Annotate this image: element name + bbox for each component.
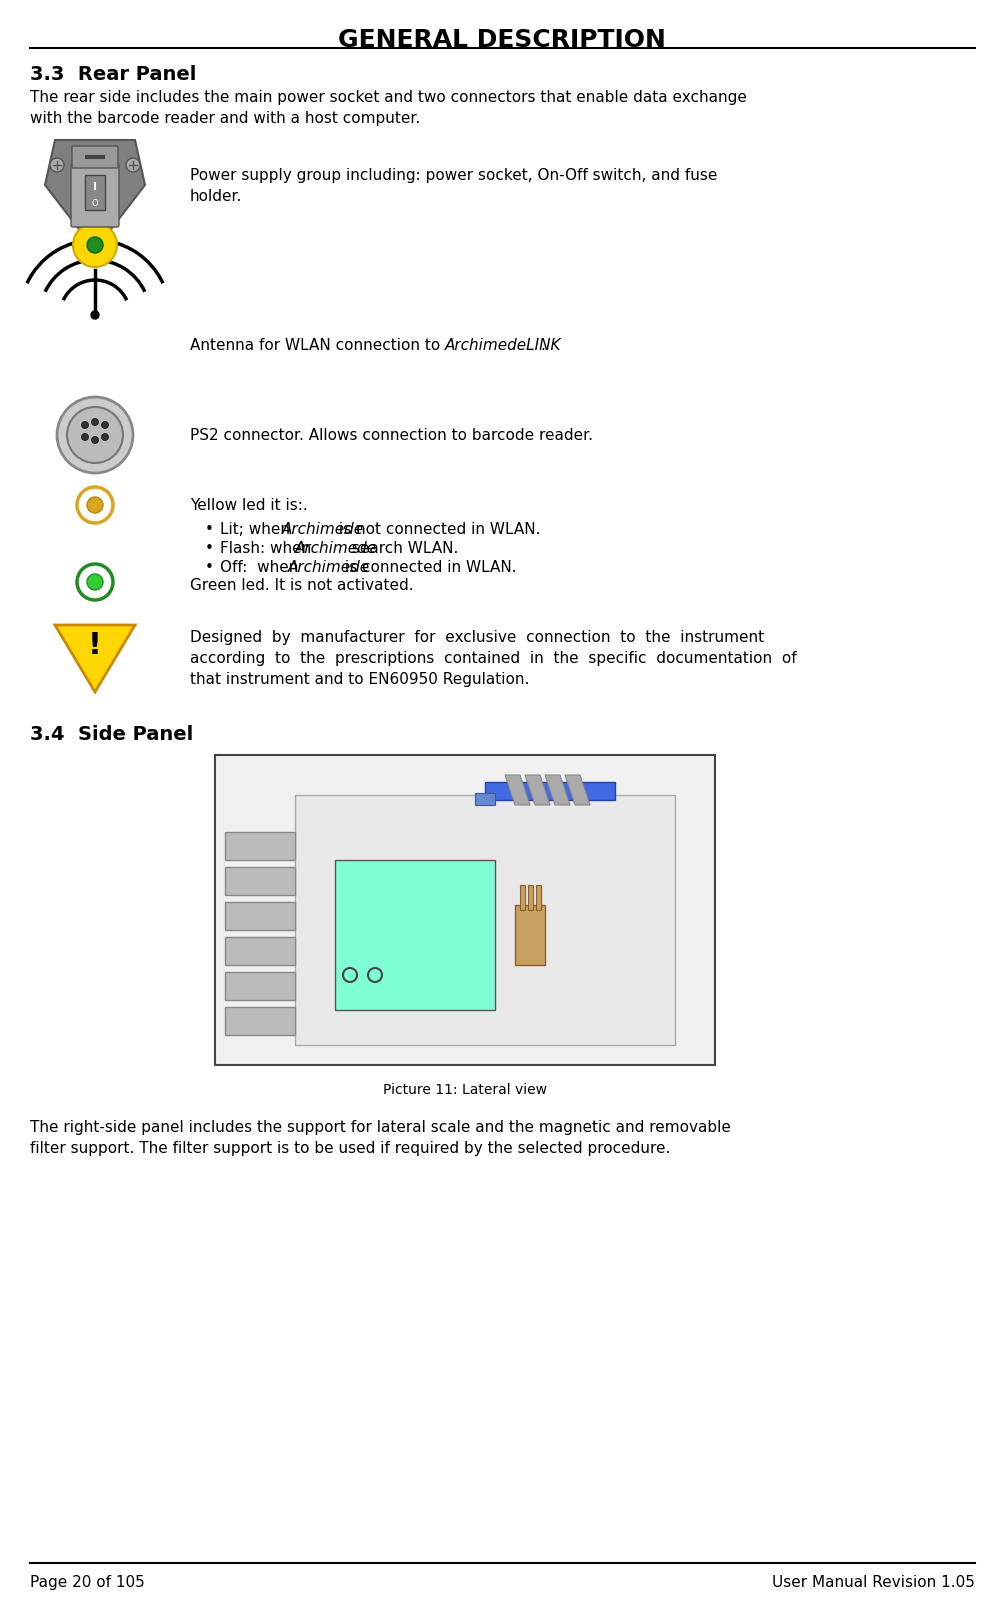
Bar bbox=[528, 885, 533, 910]
Text: I: I bbox=[93, 182, 97, 191]
Text: 3.3  Rear Panel: 3.3 Rear Panel bbox=[30, 64, 196, 84]
Bar bbox=[225, 937, 295, 964]
Text: search WLAN.: search WLAN. bbox=[347, 542, 458, 556]
Text: Flash: when: Flash: when bbox=[220, 542, 317, 556]
Polygon shape bbox=[545, 775, 570, 805]
Bar bbox=[485, 783, 615, 800]
Polygon shape bbox=[565, 775, 590, 805]
Text: •: • bbox=[205, 559, 214, 575]
Text: User Manual Revision 1.05: User Manual Revision 1.05 bbox=[772, 1575, 975, 1589]
Circle shape bbox=[87, 236, 103, 252]
Circle shape bbox=[77, 487, 113, 522]
Text: Archimede: Archimede bbox=[282, 522, 364, 537]
Bar bbox=[225, 1008, 295, 1035]
Polygon shape bbox=[505, 775, 530, 805]
Text: Archimede: Archimede bbox=[288, 559, 370, 575]
Text: Lit; when: Lit; when bbox=[220, 522, 294, 537]
Circle shape bbox=[57, 397, 133, 472]
Bar bbox=[536, 885, 541, 910]
Circle shape bbox=[87, 574, 103, 590]
Bar bbox=[225, 972, 295, 1000]
Text: Picture 11: Lateral view: Picture 11: Lateral view bbox=[383, 1083, 547, 1098]
Text: Yellow led it is:.: Yellow led it is:. bbox=[190, 498, 308, 513]
Bar bbox=[225, 868, 295, 895]
Text: .: . bbox=[540, 337, 545, 354]
Text: The rear side includes the main power socket and two connectors that enable data: The rear side includes the main power so… bbox=[30, 90, 747, 125]
Text: 3.4  Side Panel: 3.4 Side Panel bbox=[30, 725, 193, 744]
Text: Archimede: Archimede bbox=[294, 542, 377, 556]
Text: Antenna for WLAN connection to: Antenna for WLAN connection to bbox=[190, 337, 445, 354]
Bar bbox=[215, 755, 715, 1065]
Circle shape bbox=[81, 434, 88, 440]
Text: is not connected in WLAN.: is not connected in WLAN. bbox=[335, 522, 541, 537]
Text: The right-side panel includes the support for lateral scale and the magnetic and: The right-side panel includes the suppor… bbox=[30, 1120, 731, 1155]
Bar bbox=[520, 885, 525, 910]
Text: !: ! bbox=[88, 630, 102, 659]
Text: is connected in WLAN.: is connected in WLAN. bbox=[341, 559, 517, 575]
Bar bbox=[335, 860, 495, 1011]
Circle shape bbox=[102, 434, 109, 440]
Bar bbox=[225, 832, 295, 860]
Circle shape bbox=[81, 421, 88, 429]
Text: O: O bbox=[91, 199, 98, 207]
Circle shape bbox=[91, 418, 98, 426]
FancyBboxPatch shape bbox=[72, 146, 118, 169]
Circle shape bbox=[50, 157, 64, 172]
Text: Power supply group including: power socket, On-Off switch, and fuse
holder.: Power supply group including: power sock… bbox=[190, 169, 718, 204]
Circle shape bbox=[77, 564, 113, 599]
Polygon shape bbox=[45, 140, 145, 251]
Text: •: • bbox=[205, 522, 214, 537]
Text: Off:  when: Off: when bbox=[220, 559, 304, 575]
Bar bbox=[85, 175, 105, 211]
FancyBboxPatch shape bbox=[71, 162, 119, 227]
Circle shape bbox=[87, 497, 103, 513]
Circle shape bbox=[91, 437, 98, 444]
Circle shape bbox=[126, 157, 140, 172]
Text: GENERAL DESCRIPTION: GENERAL DESCRIPTION bbox=[338, 27, 666, 51]
Polygon shape bbox=[55, 625, 135, 693]
Bar bbox=[475, 792, 495, 805]
Bar bbox=[295, 795, 675, 1045]
Circle shape bbox=[67, 407, 123, 463]
Text: Designed  by  manufacturer  for  exclusive  connection  to  the  instrument
acco: Designed by manufacturer for exclusive c… bbox=[190, 630, 797, 688]
Circle shape bbox=[91, 312, 99, 320]
Text: •: • bbox=[205, 542, 214, 556]
Bar bbox=[515, 905, 545, 964]
Text: PS2 connector. Allows connection to barcode reader.: PS2 connector. Allows connection to barc… bbox=[190, 427, 593, 444]
Bar bbox=[225, 902, 295, 930]
Circle shape bbox=[102, 421, 109, 429]
Text: Green led. It is not activated.: Green led. It is not activated. bbox=[190, 579, 414, 593]
Text: ArchimedeLINK: ArchimedeLINK bbox=[445, 337, 562, 354]
Polygon shape bbox=[525, 775, 550, 805]
Text: Page 20 of 105: Page 20 of 105 bbox=[30, 1575, 145, 1589]
Circle shape bbox=[73, 223, 117, 267]
